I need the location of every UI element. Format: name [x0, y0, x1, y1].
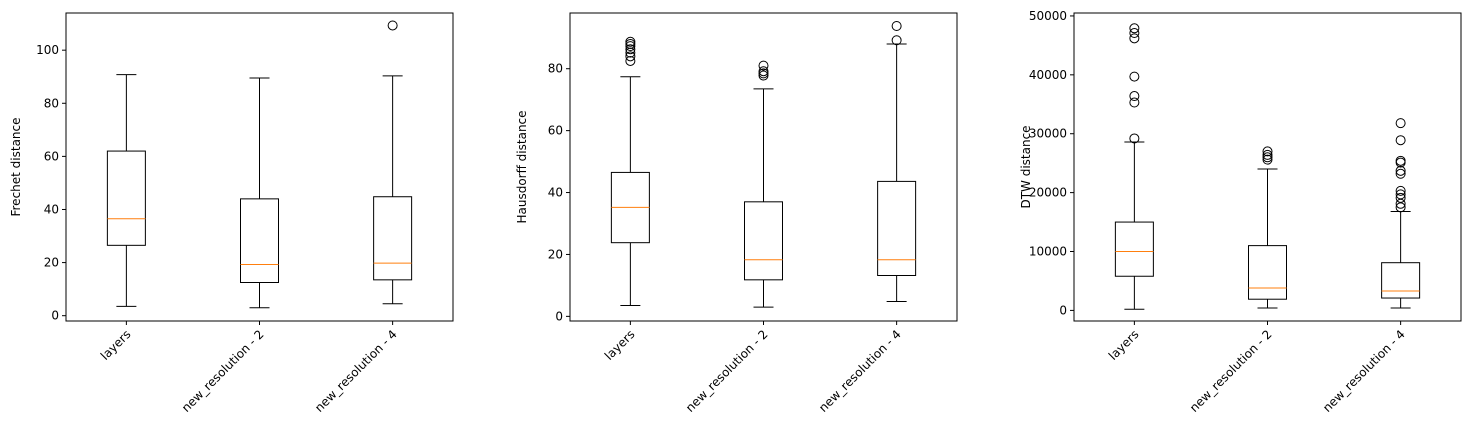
iqr-box	[1248, 245, 1287, 300]
y-tick-label: 40000	[1029, 68, 1067, 82]
y-tick-label: 40	[44, 202, 59, 216]
y-axis-label: Frechet distance	[9, 117, 23, 216]
iqr-box	[106, 150, 146, 246]
outlier-point	[1129, 23, 1140, 34]
axes-frame	[1073, 12, 1462, 322]
box-1	[106, 74, 146, 307]
box-1	[610, 36, 650, 307]
iqr-box	[240, 198, 279, 284]
outlier-point	[1395, 192, 1406, 203]
iqr-box	[1114, 221, 1154, 277]
iqr-box	[744, 201, 783, 281]
iqr-box	[373, 196, 413, 281]
outlier-point	[1262, 154, 1273, 165]
y-tick-label: 0	[51, 309, 59, 323]
outlier-point	[1395, 135, 1406, 146]
y-tick-label: 60	[548, 124, 563, 138]
y-tick-label: 80	[548, 62, 563, 76]
outlier-point	[1262, 146, 1273, 157]
y-tick-label: 60	[44, 149, 59, 163]
outlier-point	[758, 60, 769, 71]
y-tick-label: 0	[555, 309, 563, 323]
outlier-point	[891, 35, 902, 46]
outlier-point	[1262, 149, 1273, 160]
y-tick-label: 0	[1059, 303, 1067, 317]
outlier-point	[1129, 97, 1140, 108]
axes-frame	[569, 12, 958, 322]
outlier-point	[387, 20, 398, 31]
outlier-point	[1129, 133, 1140, 144]
outlier-point	[891, 21, 902, 32]
outlier-point	[625, 55, 636, 66]
box-2	[744, 60, 783, 308]
y-tick-label: 20000	[1029, 186, 1067, 200]
outlier-point	[625, 51, 636, 62]
axes-frame	[65, 12, 454, 322]
iqr-box	[1381, 262, 1421, 299]
box-3	[1381, 118, 1421, 309]
box-3	[877, 21, 917, 302]
outlier-point	[1395, 168, 1406, 179]
outlier-point	[1395, 118, 1406, 129]
y-tick-label: 80	[44, 96, 59, 110]
outlier-point	[1395, 189, 1406, 200]
outlier-point	[625, 36, 636, 47]
box-2	[240, 77, 279, 309]
outlier-point	[1129, 71, 1140, 82]
y-tick-label: 20	[44, 256, 59, 270]
y-axis-label: Hausdorff distance	[515, 110, 529, 223]
outlier-point	[1129, 91, 1140, 102]
iqr-box	[877, 180, 917, 276]
y-tick-label: 20	[548, 247, 563, 261]
outlier-point	[1129, 33, 1140, 44]
y-tick-label: 30000	[1029, 127, 1067, 141]
y-axis-label: DTW distance	[1019, 125, 1033, 208]
y-tick-label: 10000	[1029, 245, 1067, 259]
outlier-point	[1395, 155, 1406, 166]
outlier-point	[1262, 152, 1273, 163]
y-tick-label: 40	[548, 186, 563, 200]
outlier-point	[1129, 28, 1140, 39]
y-tick-label: 100	[36, 43, 59, 57]
outlier-point	[1395, 185, 1406, 196]
outlier-point	[625, 44, 636, 55]
box-2	[1248, 146, 1287, 309]
y-tick-label: 50000	[1029, 9, 1067, 23]
outlier-point	[1395, 165, 1406, 176]
outlier-point	[758, 66, 769, 77]
box-3	[373, 20, 413, 305]
box-1	[1114, 23, 1154, 310]
